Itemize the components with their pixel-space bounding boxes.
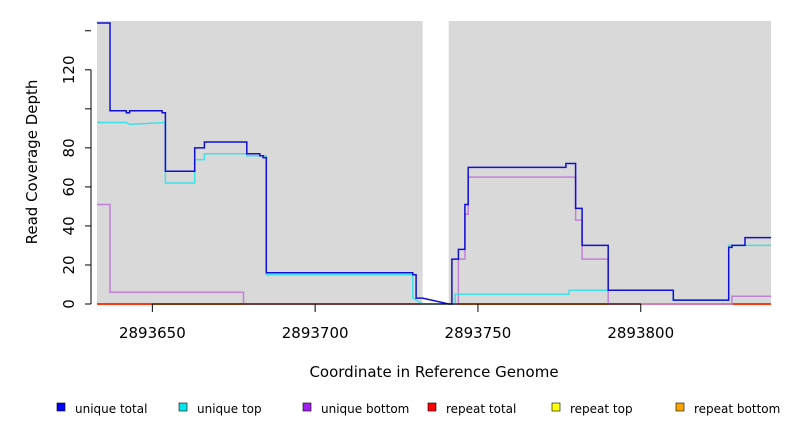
legend-swatch (56, 402, 66, 412)
y-tick-label: 80 (60, 138, 78, 157)
axis-layer: 0 20 40 60 80 120 2893650 2893700 2893750 2893800 (60, 30, 674, 342)
legend: unique total unique top unique bottom repea… (56, 402, 780, 416)
legend-label: unique bottom (321, 402, 409, 416)
legend-item-unique-top: unique top (178, 402, 262, 416)
legend-label: unique total (75, 402, 147, 416)
y-tick-label: 60 (60, 177, 78, 196)
y-axis-title: Read Coverage Depth (23, 80, 41, 245)
x-tick-label: 2893650 (119, 324, 186, 342)
y-tick-label: 40 (60, 216, 78, 235)
y-tick-label: 0 (60, 299, 78, 309)
legend-item-repeat-bottom: repeat bottom (675, 402, 780, 416)
legend-swatch (302, 402, 312, 412)
legend-swatch (675, 402, 685, 412)
legend-item-unique-total: unique total (56, 402, 147, 416)
legend-item-repeat-total: repeat total (427, 402, 516, 416)
legend-swatch (427, 402, 437, 412)
y-tick-label: 120 (60, 55, 78, 84)
legend-label: unique top (197, 402, 262, 416)
y-tick-label: 20 (60, 255, 78, 274)
series-line-unique-total (97, 22, 771, 305)
gap-region (422, 21, 449, 304)
x-tick-label: 2893700 (282, 324, 349, 342)
legend-label: repeat top (570, 402, 633, 416)
legend-label: repeat bottom (694, 402, 780, 416)
x-axis-title: Coordinate in Reference Genome (309, 363, 558, 381)
x-tick-label: 2893800 (607, 324, 674, 342)
legend-item-unique-bottom: unique bottom (302, 402, 409, 416)
legend-label: repeat total (446, 402, 516, 416)
legend-swatch (551, 402, 561, 412)
x-tick-label: 2893750 (445, 324, 512, 342)
legend-item-repeat-top: repeat top (551, 402, 633, 416)
legend-swatch (178, 402, 188, 412)
